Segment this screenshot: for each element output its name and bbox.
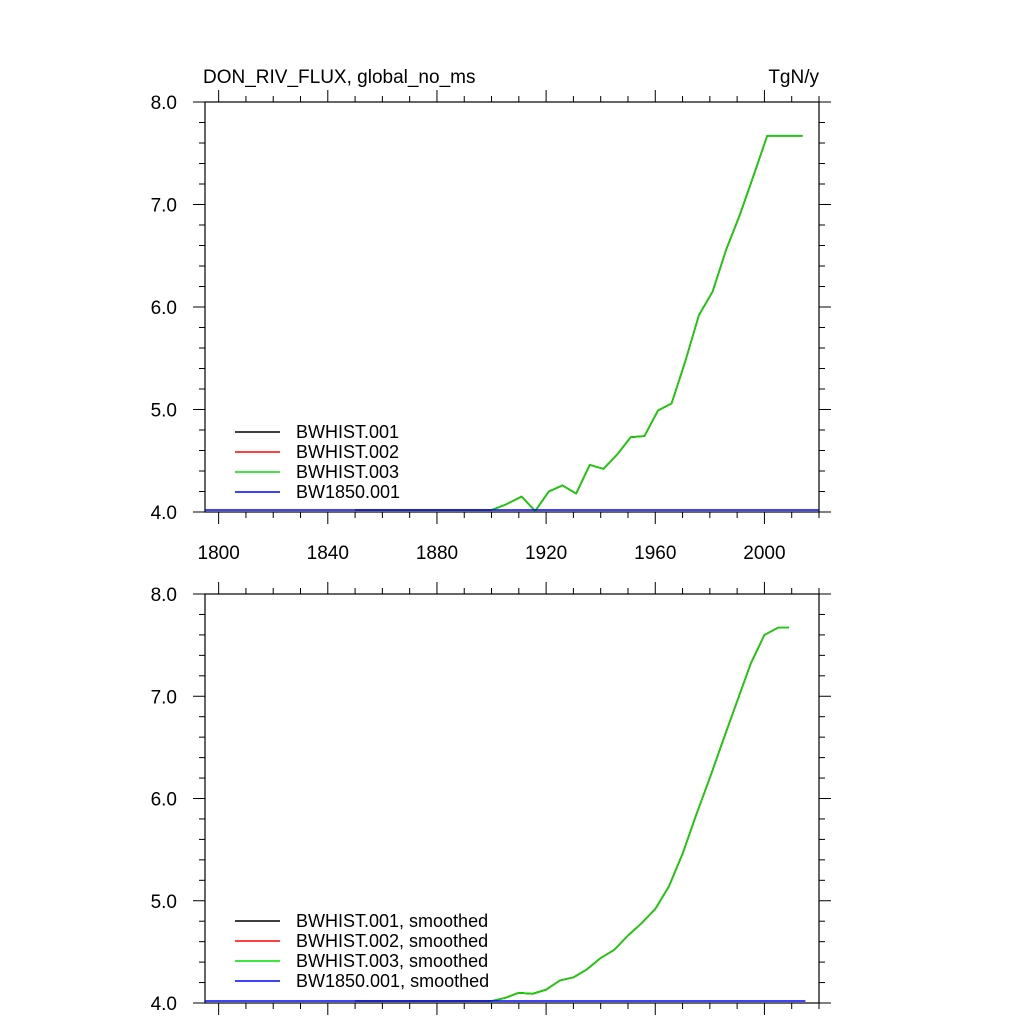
legend-label: BWHIST.003 bbox=[296, 462, 399, 482]
x-tick-label: 2000 bbox=[743, 543, 785, 564]
legend-label: BWHIST.001, smoothed bbox=[296, 911, 488, 931]
y-tick-label: 5.0 bbox=[151, 401, 177, 422]
y-tick-label: 6.0 bbox=[151, 298, 177, 319]
series-line-3 bbox=[355, 135, 803, 512]
y-tick-label: 4.0 bbox=[151, 503, 177, 524]
series-line-2 bbox=[355, 135, 803, 512]
legend-label: BWHIST.002 bbox=[296, 442, 399, 462]
y-tick-label: 6.0 bbox=[151, 790, 177, 811]
legend-label: BW1850.001, smoothed bbox=[296, 971, 489, 991]
legend-label: BWHIST.002, smoothed bbox=[296, 931, 488, 951]
legend-label: BWHIST.003, smoothed bbox=[296, 951, 488, 971]
series-line-3 bbox=[355, 626, 789, 1002]
series-line-1 bbox=[355, 135, 803, 512]
y-tick-label: 8.0 bbox=[151, 585, 177, 606]
units-label: TgN/y bbox=[768, 67, 819, 88]
y-tick-label: 8.0 bbox=[151, 93, 177, 114]
x-tick-label: 1800 bbox=[198, 543, 240, 564]
x-tick-label: 1960 bbox=[634, 543, 676, 564]
legend-label: BWHIST.001 bbox=[296, 422, 399, 442]
y-tick-label: 7.0 bbox=[151, 196, 177, 217]
y-tick-label: 4.0 bbox=[151, 994, 177, 1015]
x-tick-label: 1880 bbox=[416, 543, 458, 564]
y-tick-label: 5.0 bbox=[151, 892, 177, 913]
y-tick-label: 7.0 bbox=[151, 687, 177, 708]
x-tick-label: 1920 bbox=[525, 543, 567, 564]
x-tick-label: 1840 bbox=[307, 543, 349, 564]
legend-label: BW1850.001 bbox=[296, 482, 400, 502]
chart-title: DON_RIV_FLUX, global_no_ms bbox=[203, 67, 475, 88]
top-panel: 4.0 5.0 6.0 7.0 8.0 1800 1840 1880 1920 1960 2000 D… bbox=[151, 67, 831, 564]
